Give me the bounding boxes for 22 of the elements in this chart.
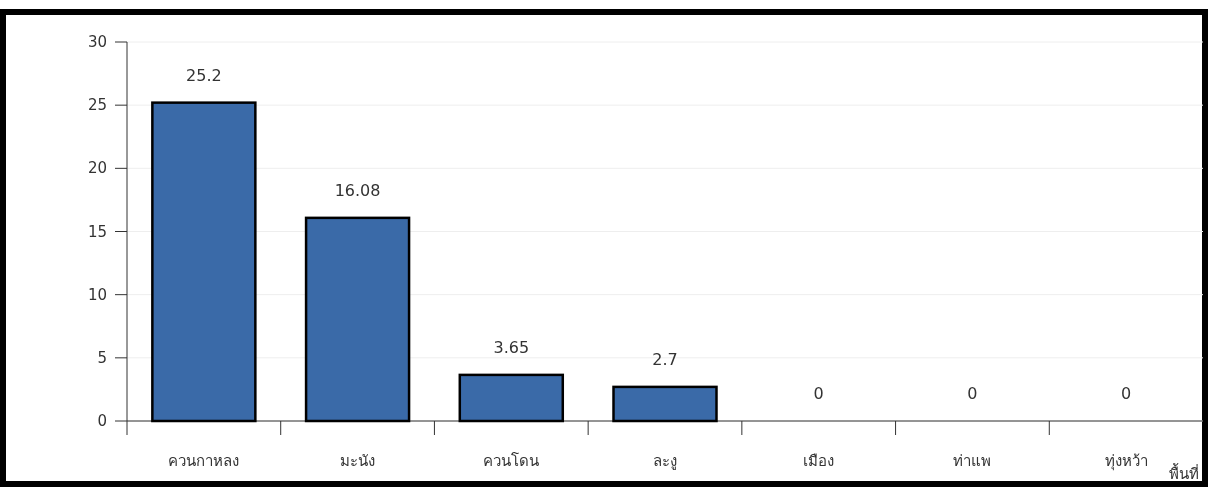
x-tick-label: มะนัง <box>340 452 376 470</box>
y-tick-label: 15 <box>87 222 107 241</box>
data-label: 0 <box>813 384 824 403</box>
data-label: 16.08 <box>334 180 381 200</box>
y-tick-label: 25 <box>87 96 107 115</box>
y-tick-label: 5 <box>97 348 107 367</box>
x-tick-label: ท่าแพ <box>953 452 992 470</box>
data-label: 3.65 <box>493 337 530 357</box>
y-tick-label: 20 <box>87 159 107 178</box>
data-label: 25.2 <box>186 65 222 85</box>
x-axis-title: พื้นที่ <box>1169 463 1199 483</box>
x-tick-label: ละงู <box>653 452 677 470</box>
data-label: 2.7 <box>652 349 678 369</box>
y-tick-label: 10 <box>87 285 107 304</box>
data-label: 0 <box>1121 384 1132 403</box>
y-tick-label: 0 <box>97 412 107 430</box>
y-tick-label: 30 <box>87 33 107 51</box>
x-tick-label: ควนโดน <box>483 452 540 470</box>
x-tick-label: ทุ่งหว้า <box>1104 452 1148 471</box>
x-tick-label: ควนกาหลง <box>168 452 240 470</box>
x-tick-label: เมือง <box>803 452 835 470</box>
data-label: 0 <box>967 384 978 403</box>
